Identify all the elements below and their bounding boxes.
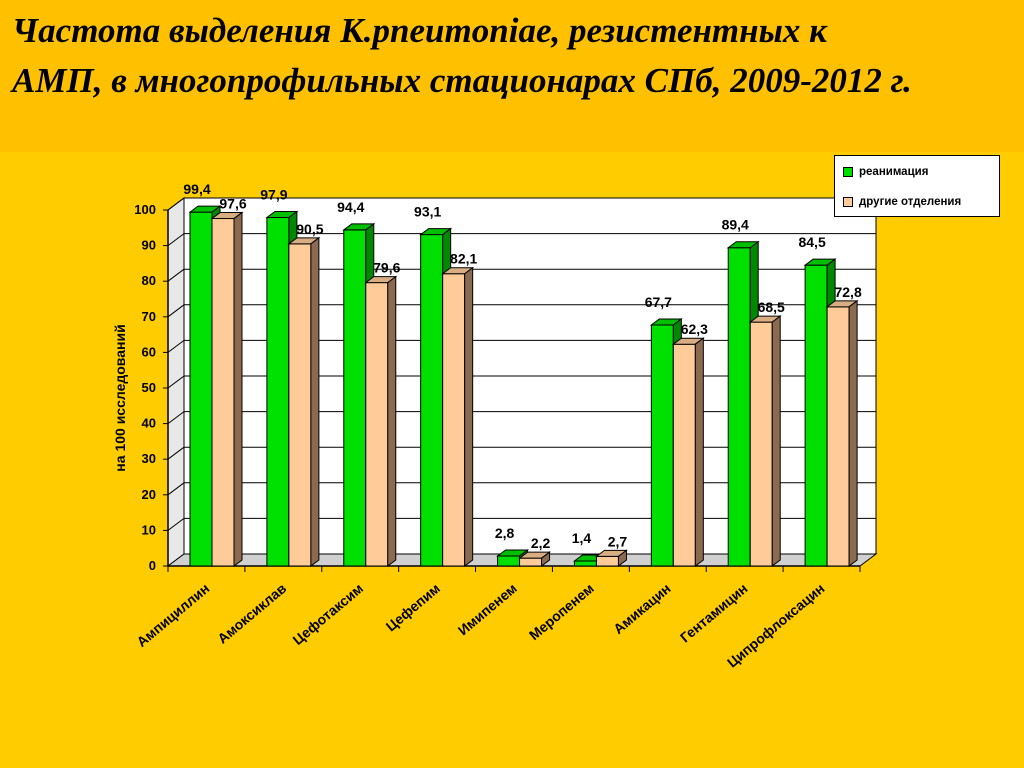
bar-other-front — [826, 306, 850, 567]
y-tick-label: 20 — [142, 487, 156, 502]
bar-other-front — [211, 218, 235, 567]
bar-other-front — [442, 273, 466, 567]
y-tick-label: 40 — [142, 416, 156, 431]
bar-reanimation-front — [189, 211, 213, 567]
data-label: 79,6 — [373, 260, 400, 276]
x-category-label: Имипенем — [455, 580, 520, 638]
title-band — [0, 0, 1024, 152]
x-category-label: Ампициллин — [133, 580, 212, 650]
bar-other-front — [519, 557, 543, 567]
gridline-side — [167, 518, 185, 531]
bar-reanimation-front — [266, 216, 290, 567]
data-label: 62,3 — [681, 321, 708, 337]
bar-side-face — [541, 551, 551, 567]
legend-label: реанимация — [859, 166, 929, 178]
x-category-label: Амикацин — [610, 580, 674, 637]
x-category-label: Гентамицин — [677, 580, 751, 645]
bar-reanimation-front — [804, 264, 828, 567]
data-label: 72,8 — [834, 284, 861, 300]
x-category-label: Цефепим — [383, 580, 443, 634]
bar-side-face — [387, 275, 397, 567]
data-label: 82,1 — [450, 251, 477, 267]
bar-side-face — [310, 236, 320, 567]
data-label: 2,8 — [495, 525, 515, 541]
bar-other-front — [595, 555, 619, 567]
data-label: 67,7 — [645, 294, 672, 310]
bar-side-face — [694, 337, 704, 567]
data-label: 68,5 — [758, 299, 785, 315]
gridline-side — [167, 446, 185, 460]
gridline-side — [167, 339, 185, 353]
bar-side-face — [617, 549, 627, 567]
y-tick-label: 100 — [134, 202, 156, 217]
data-label: 89,4 — [722, 217, 749, 233]
bar-other-front — [672, 343, 696, 567]
bar-other-front — [365, 282, 389, 567]
data-label: 2,7 — [608, 533, 628, 549]
data-label: 99,4 — [183, 181, 210, 197]
bar-reanimation-front — [573, 560, 597, 567]
bar-side-face — [848, 299, 858, 567]
bar-side-face — [771, 315, 781, 567]
y-tick-label: 0 — [149, 558, 156, 573]
data-label: 97,9 — [260, 186, 287, 202]
legend-item-reanimation: реанимация — [843, 164, 928, 180]
y-tick-label: 50 — [142, 380, 156, 395]
y-axis-label: на 100 исследований — [112, 324, 128, 471]
gridline-side — [167, 375, 185, 389]
bar-reanimation-front — [420, 234, 444, 567]
data-label: 90,5 — [296, 221, 323, 237]
bar-reanimation-front — [650, 324, 674, 567]
legend-swatch-green — [843, 167, 853, 177]
legend-swatch-peach — [843, 197, 853, 207]
y-tick-label: 10 — [142, 522, 156, 537]
bar-other-front — [288, 243, 312, 567]
y-tick-label: 70 — [142, 309, 156, 324]
legend-item-other-departments: другие отделения — [843, 194, 961, 210]
bar-reanimation-front — [497, 555, 521, 567]
bar-other-front — [749, 321, 773, 567]
bar-reanimation-front — [343, 229, 367, 567]
title-line-2: АМП, в многопрофильных стационарах СПб, … — [12, 61, 912, 100]
data-label: 2,2 — [531, 535, 551, 551]
x-category-label: Цефотаксим — [289, 580, 366, 648]
data-label: 84,5 — [798, 234, 825, 250]
chart-legend: реанимация другие отделения — [834, 155, 1000, 217]
data-label: 94,4 — [337, 199, 364, 215]
bar-side-face — [464, 266, 474, 567]
gridline-side — [167, 197, 185, 211]
x-category-label: Меропенем — [526, 580, 597, 643]
data-label: 1,4 — [572, 530, 592, 546]
data-label: 97,6 — [219, 196, 246, 212]
data-label: 93,1 — [414, 204, 441, 220]
y-tick-label: 60 — [142, 344, 156, 359]
y-tick-label: 80 — [142, 273, 156, 288]
legend-label: другие отделения — [859, 196, 962, 208]
bar-side-face — [233, 211, 243, 567]
gridline-side — [167, 268, 185, 282]
title-line-1: Частота выделения К.pneumoniae, резистен… — [12, 11, 827, 50]
gridline-side — [167, 233, 185, 247]
y-tick-label: 30 — [142, 451, 156, 466]
gridline-side — [167, 304, 185, 318]
x-category-label: Амоксиклав — [214, 580, 289, 647]
bar-reanimation-front — [727, 247, 751, 567]
gridline-side — [167, 482, 185, 496]
gridline-side — [167, 411, 185, 425]
y-tick-label: 90 — [142, 238, 156, 253]
slide-title: Частота выделения К.pneumoniae, резистен… — [12, 6, 1012, 106]
